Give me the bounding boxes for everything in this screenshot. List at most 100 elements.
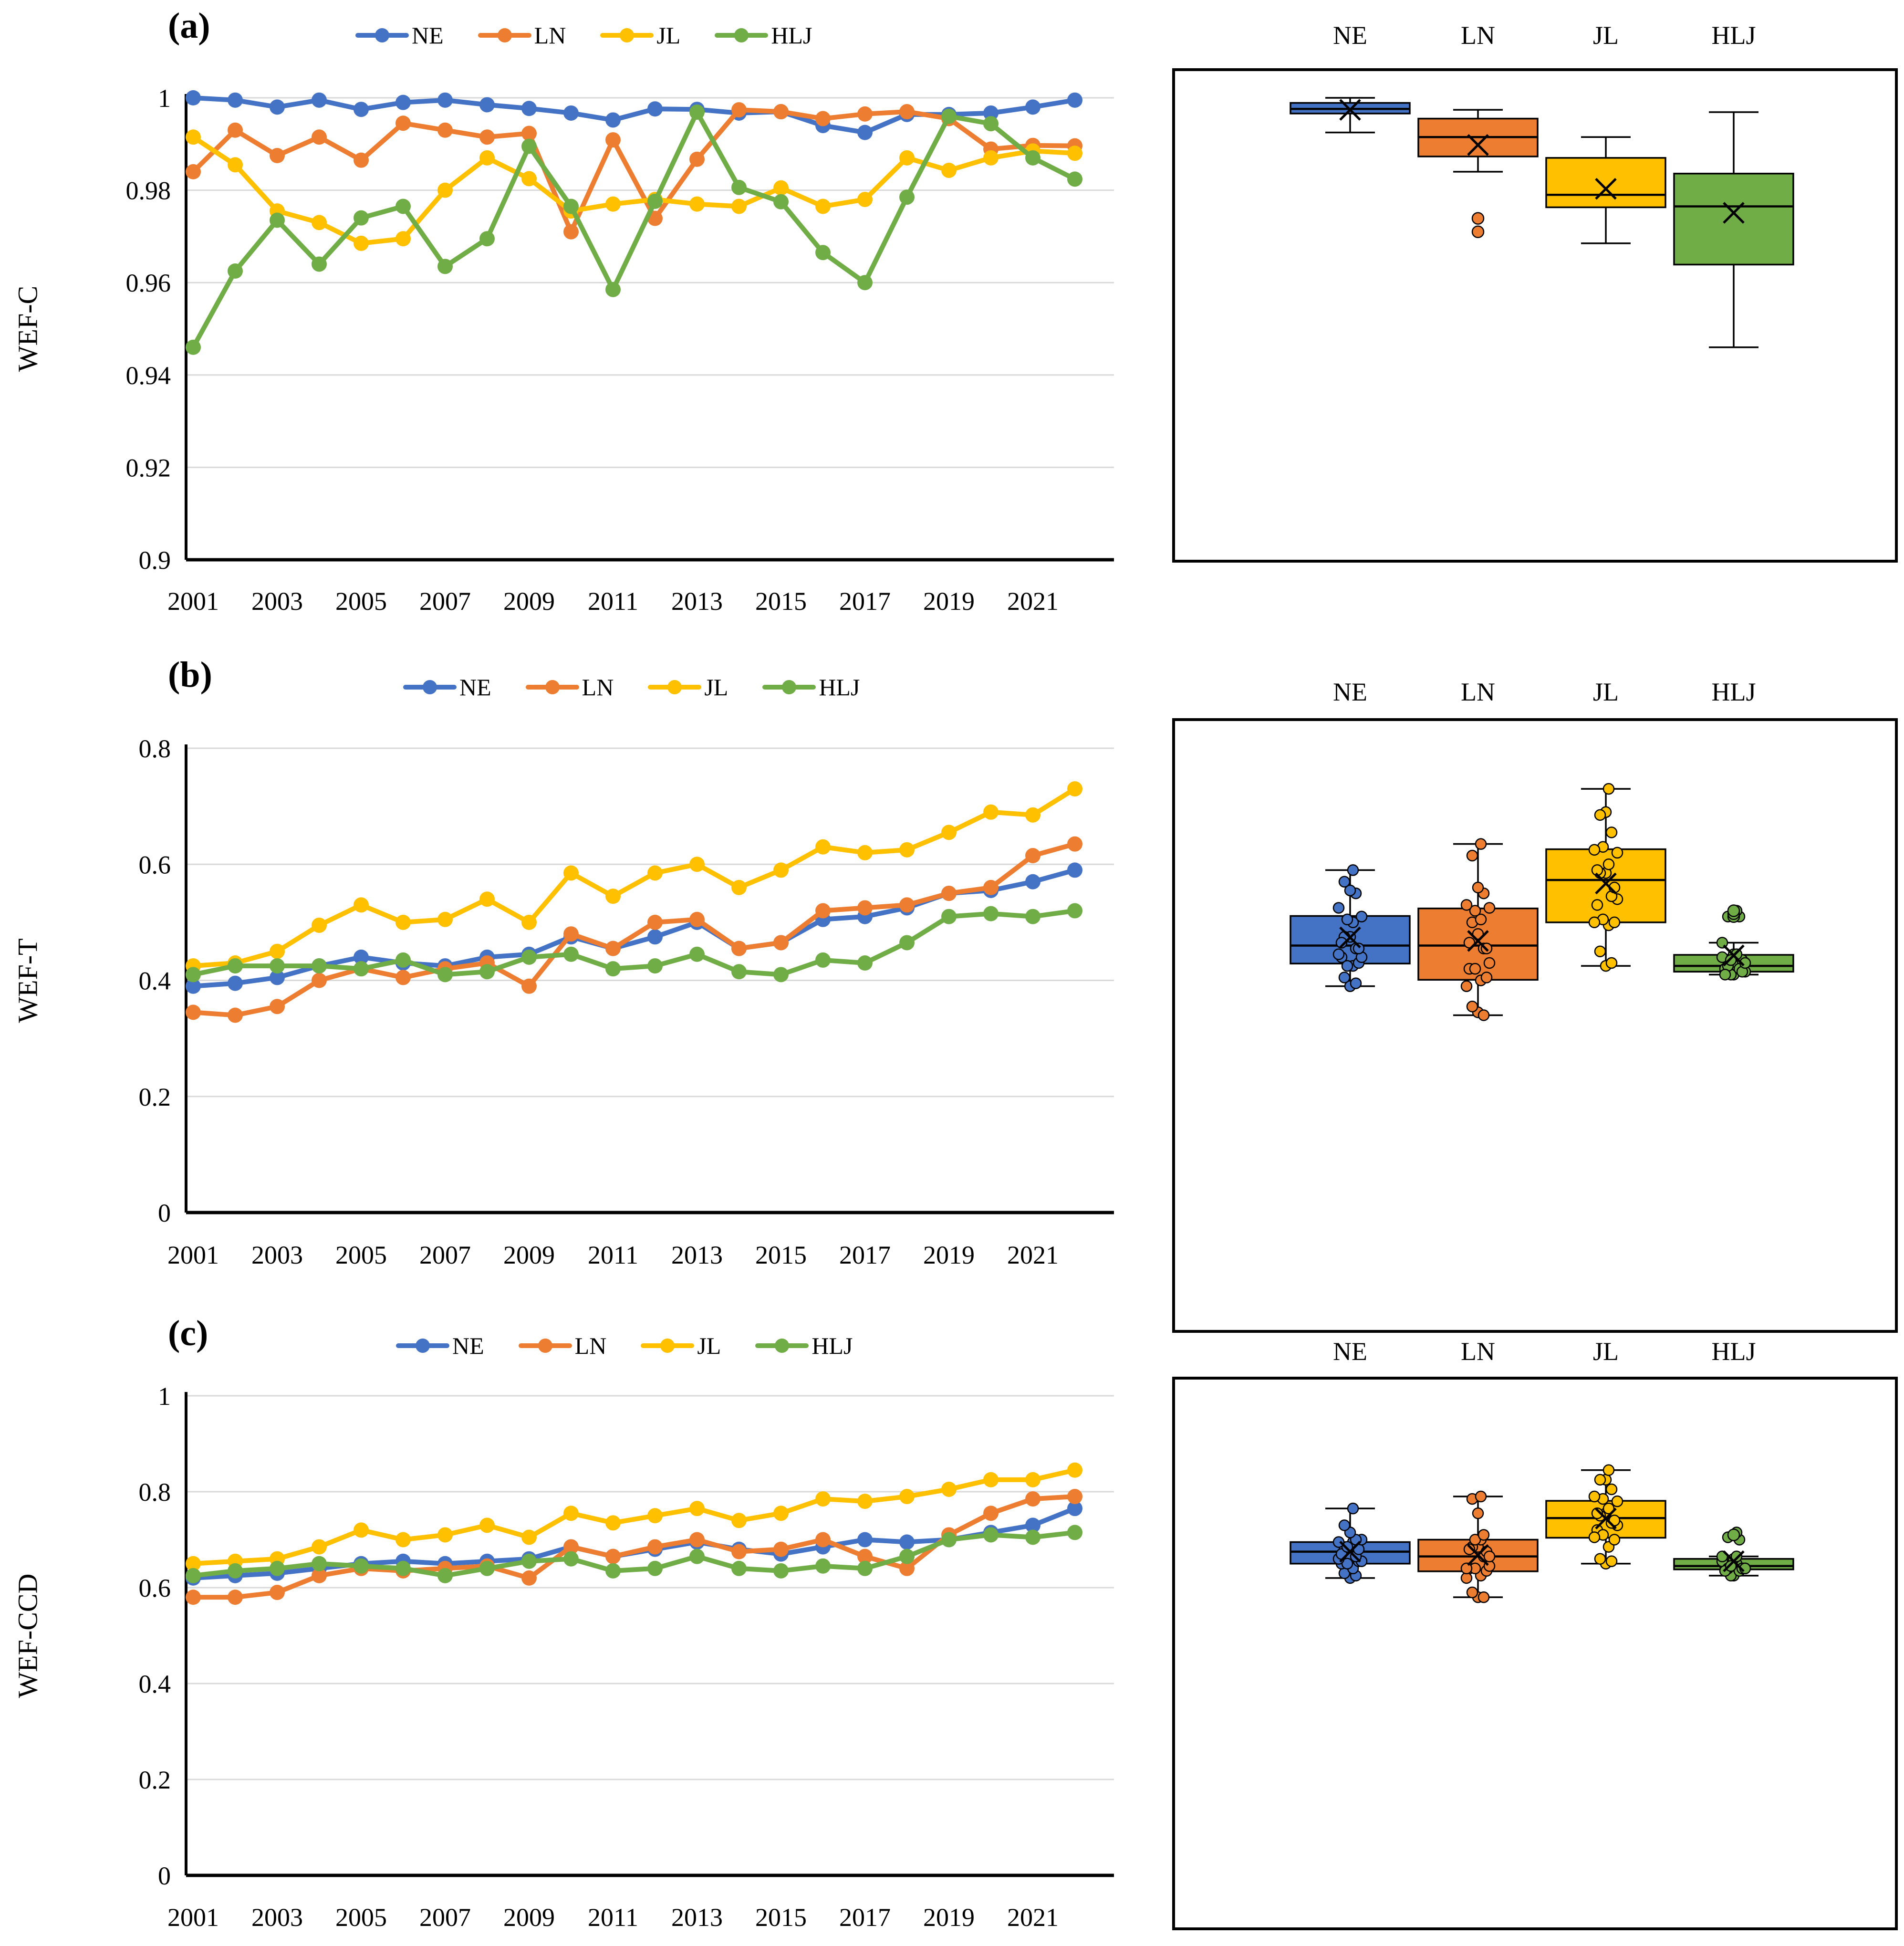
data-point-HLJ [899,1548,915,1564]
data-point-HLJ [815,245,831,261]
data-point-HLJ [186,1568,201,1583]
data-point-JL [857,1494,873,1509]
data-point-LN [228,1007,243,1023]
jitter-point-JL [1602,1464,1615,1476]
jitter-point-NE [1353,942,1365,954]
data-point-HLJ [437,1568,453,1583]
box-column-label-NE: NE [1333,1337,1367,1366]
data-point-HLJ [437,967,453,983]
jitter-point-LN [1460,899,1473,911]
data-point-JL [1025,807,1040,823]
data-point-LN [857,1548,873,1564]
data-point-HLJ [1025,1529,1040,1545]
jitter-point-NE [1347,1502,1359,1515]
data-point-JL [395,1532,411,1548]
line-series-JL-panel-c [191,1467,1077,1566]
data-point-HLJ [479,964,495,980]
y-tick-label: 0.4 [139,967,171,995]
jitter-point-JL [1588,916,1601,929]
legend-dot-icon [497,28,512,42]
jitter-point-LN [1483,902,1496,914]
data-point-LN [605,1548,621,1564]
jitter-point-HLJ [1730,1550,1743,1562]
data-point-HLJ [983,906,999,921]
legend-label: LN [582,674,614,701]
x-tick-label: 2005 [335,1241,387,1269]
data-point-JL [479,1517,495,1533]
x-tick-label: 2017 [839,587,891,616]
data-point-JL [689,857,705,872]
x-tick-label: 2015 [755,1903,807,1932]
legend-dot-icon [423,680,437,694]
line-chart-panel-c: 1 0.8 0.6 0.4 0.2 0 2001 2003 2005 2007 2009 2011 20… [139,1382,1114,1932]
x-tick-label: 2017 [839,1241,891,1269]
data-point-LN [479,129,495,145]
data-point-JL [815,839,831,855]
x-tick-label: 2011 [588,1241,638,1269]
data-point-JL [186,1556,201,1571]
legend-label: NE [452,1332,484,1359]
data-point-JL [437,911,453,927]
x-tick-label: 2019 [923,587,975,616]
panel-b-y-axis-title: WEF-T [12,938,43,1023]
data-point-LN [228,1590,243,1605]
data-point-NE [270,99,285,115]
jitter-point-JL [1605,827,1618,838]
data-point-HLJ [899,935,915,951]
mean-marker [1467,930,1489,952]
jitter-point-HLJ [1725,1560,1737,1572]
data-point-JL [731,199,747,214]
data-point-JL [395,914,411,930]
data-point-JL [354,1522,369,1538]
data-point-LN [563,224,579,240]
legend-dot-icon [667,680,682,694]
jitter-point-LN [1477,1591,1490,1603]
data-point-LN [354,152,369,168]
data-point-JL [731,879,747,895]
box-column-label-LN: LN [1461,1337,1495,1366]
mean-marker [1339,1540,1361,1563]
mean-marker [1467,1544,1489,1566]
x-tick-label: 2003 [251,587,303,616]
data-point-JL [689,1501,705,1517]
y-tick-label: 0.8 [139,1478,171,1507]
data-point-JL [1067,1462,1082,1478]
jitter-point-JL [1594,945,1606,957]
jitter-point-NE [1338,876,1351,888]
jitter-point-LN [1460,980,1473,992]
data-point-LN [270,999,285,1015]
jitter-point-NE [1332,1536,1345,1548]
data-point-JL [983,804,999,820]
data-point-HLJ [689,105,705,120]
data-point-LN [521,1570,537,1586]
jitter-point-JL [1602,858,1615,870]
jitter-point-JL [1605,957,1618,969]
box-chart-panel-b: NE LN JL HLJ [1172,678,1898,1333]
jitter-point-JL [1588,844,1601,856]
data-point-HLJ [731,179,747,195]
data-point-HLJ [689,1548,705,1564]
data-point-LN [941,886,957,901]
data-point-LN [773,104,789,120]
data-point-JL [647,865,663,881]
x-tick-label: 2013 [671,1241,723,1269]
line-series-LN-panel-c [191,1494,1077,1600]
data-point-LN [857,900,873,916]
data-point-HLJ [270,1560,285,1576]
data-point-LN [521,126,537,141]
legend-dot-icon [660,1339,675,1353]
data-point-HLJ [899,189,915,205]
y-tick-label: 0 [158,1199,171,1227]
data-point-HLJ [563,199,579,214]
y-tick-label: 0.98 [126,177,171,205]
jitter-point-JL [1611,847,1623,859]
legend-dot-icon [538,1339,552,1353]
x-tick-label: 2021 [1007,1241,1059,1269]
mean-marker [1595,872,1617,895]
mean-marker [1723,944,1745,966]
data-point-HLJ [521,949,537,965]
legend-dot-icon [416,1339,430,1353]
data-point-LN [228,122,243,138]
jitter-point-NE [1355,910,1368,922]
data-point-JL [815,199,831,214]
